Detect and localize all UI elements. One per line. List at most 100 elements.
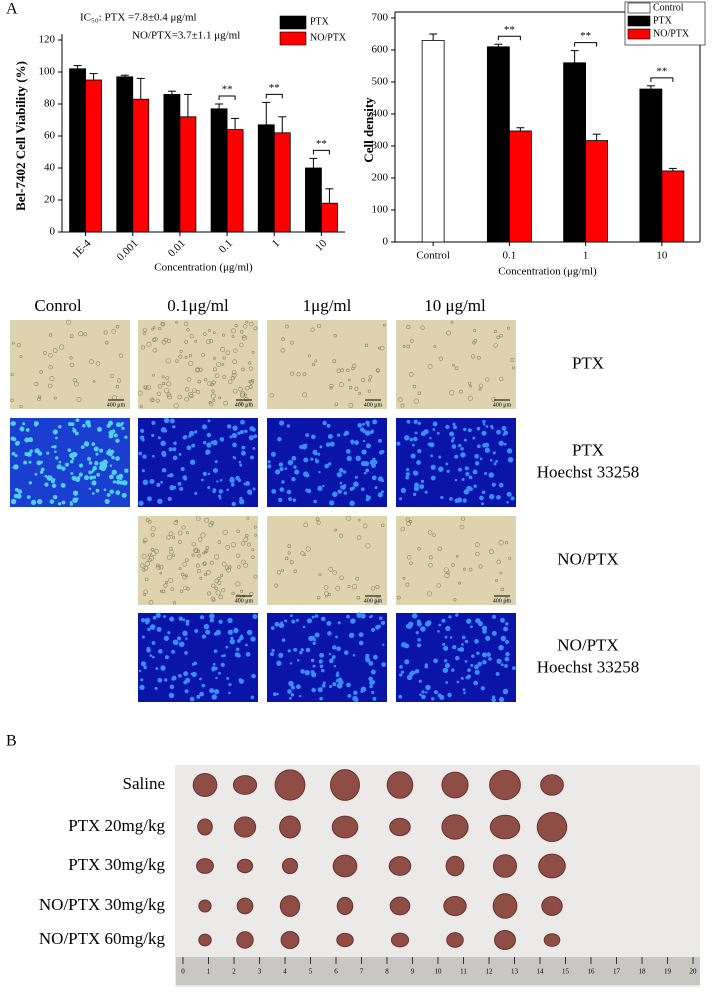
cell (250, 379, 255, 383)
cell (436, 431, 440, 435)
cell (88, 359, 94, 365)
cell (476, 355, 481, 360)
cell (59, 344, 65, 350)
cell (278, 652, 284, 658)
cell (207, 419, 211, 423)
cell (501, 425, 507, 431)
cell (328, 652, 332, 656)
cell (170, 587, 175, 592)
cell (360, 686, 367, 693)
cell (446, 330, 451, 336)
cell (83, 441, 90, 447)
cell (44, 474, 48, 478)
cell (64, 462, 69, 467)
cell (204, 549, 209, 553)
cell (420, 479, 425, 484)
cell (290, 693, 295, 697)
cell (329, 386, 333, 390)
cell (217, 580, 222, 585)
cell (246, 629, 253, 636)
cell (87, 423, 92, 428)
cell (239, 635, 244, 641)
cell (292, 498, 297, 502)
cell (177, 530, 183, 536)
significance-label: ** (316, 138, 327, 150)
cell (87, 456, 92, 461)
cell (302, 625, 306, 629)
cell (365, 420, 370, 425)
cell (222, 529, 228, 536)
cell (80, 445, 85, 449)
significance-label: ** (269, 82, 280, 94)
tumor (536, 812, 568, 842)
cell (274, 621, 280, 627)
cell (212, 331, 216, 335)
cell (186, 445, 192, 451)
cell (109, 373, 115, 379)
cell (150, 533, 155, 537)
cell (204, 572, 208, 576)
cell (346, 614, 350, 619)
cell (369, 680, 374, 686)
cell (166, 535, 171, 540)
cell (311, 687, 316, 693)
cell (480, 686, 485, 691)
cell (463, 691, 466, 695)
cell (291, 619, 296, 624)
cell (437, 546, 442, 551)
cell (172, 554, 176, 557)
ruler-label: 3 (258, 968, 262, 976)
cell (472, 469, 478, 475)
treatment-label: PTX 30mg/kg (68, 855, 165, 874)
cell (300, 669, 305, 674)
cell (244, 643, 248, 647)
cell (488, 472, 495, 478)
tumor (332, 854, 358, 878)
cell (34, 382, 39, 386)
cell (398, 397, 403, 402)
cell (467, 395, 473, 401)
cell (189, 696, 195, 702)
cell (356, 595, 360, 600)
cell (103, 330, 108, 335)
cell (106, 493, 111, 497)
cell (52, 494, 58, 500)
column-header: 1μg/ml (303, 296, 352, 315)
cell (297, 659, 300, 662)
cell (450, 320, 454, 324)
cell (229, 638, 236, 645)
cell (217, 540, 222, 544)
cell (359, 427, 365, 432)
cell (60, 483, 65, 487)
cell (315, 459, 320, 464)
cell (96, 472, 100, 477)
cell (461, 478, 465, 481)
legend-label: PTX (653, 15, 673, 26)
cell (197, 537, 203, 542)
cell (406, 344, 411, 349)
cell (281, 337, 285, 342)
cell (155, 563, 160, 568)
cell (402, 577, 406, 580)
cell (371, 627, 376, 632)
cell (163, 583, 168, 588)
cell (325, 442, 331, 447)
cell (185, 637, 188, 640)
cell (452, 436, 455, 440)
cell (12, 437, 17, 442)
cell (169, 684, 175, 690)
cell (346, 515, 352, 521)
cell (402, 345, 406, 348)
cell (479, 495, 484, 501)
cell (377, 624, 381, 628)
cell (196, 569, 201, 574)
cell (427, 530, 433, 535)
y-tick-label: 20 (44, 194, 56, 206)
cell (57, 502, 62, 506)
cell (415, 631, 419, 635)
cell (506, 491, 512, 497)
legend-label: NO/PTX (653, 28, 690, 39)
y-axis-label: Cell density (361, 97, 376, 163)
x-tick-label: Control (416, 250, 450, 262)
cell (142, 454, 147, 459)
